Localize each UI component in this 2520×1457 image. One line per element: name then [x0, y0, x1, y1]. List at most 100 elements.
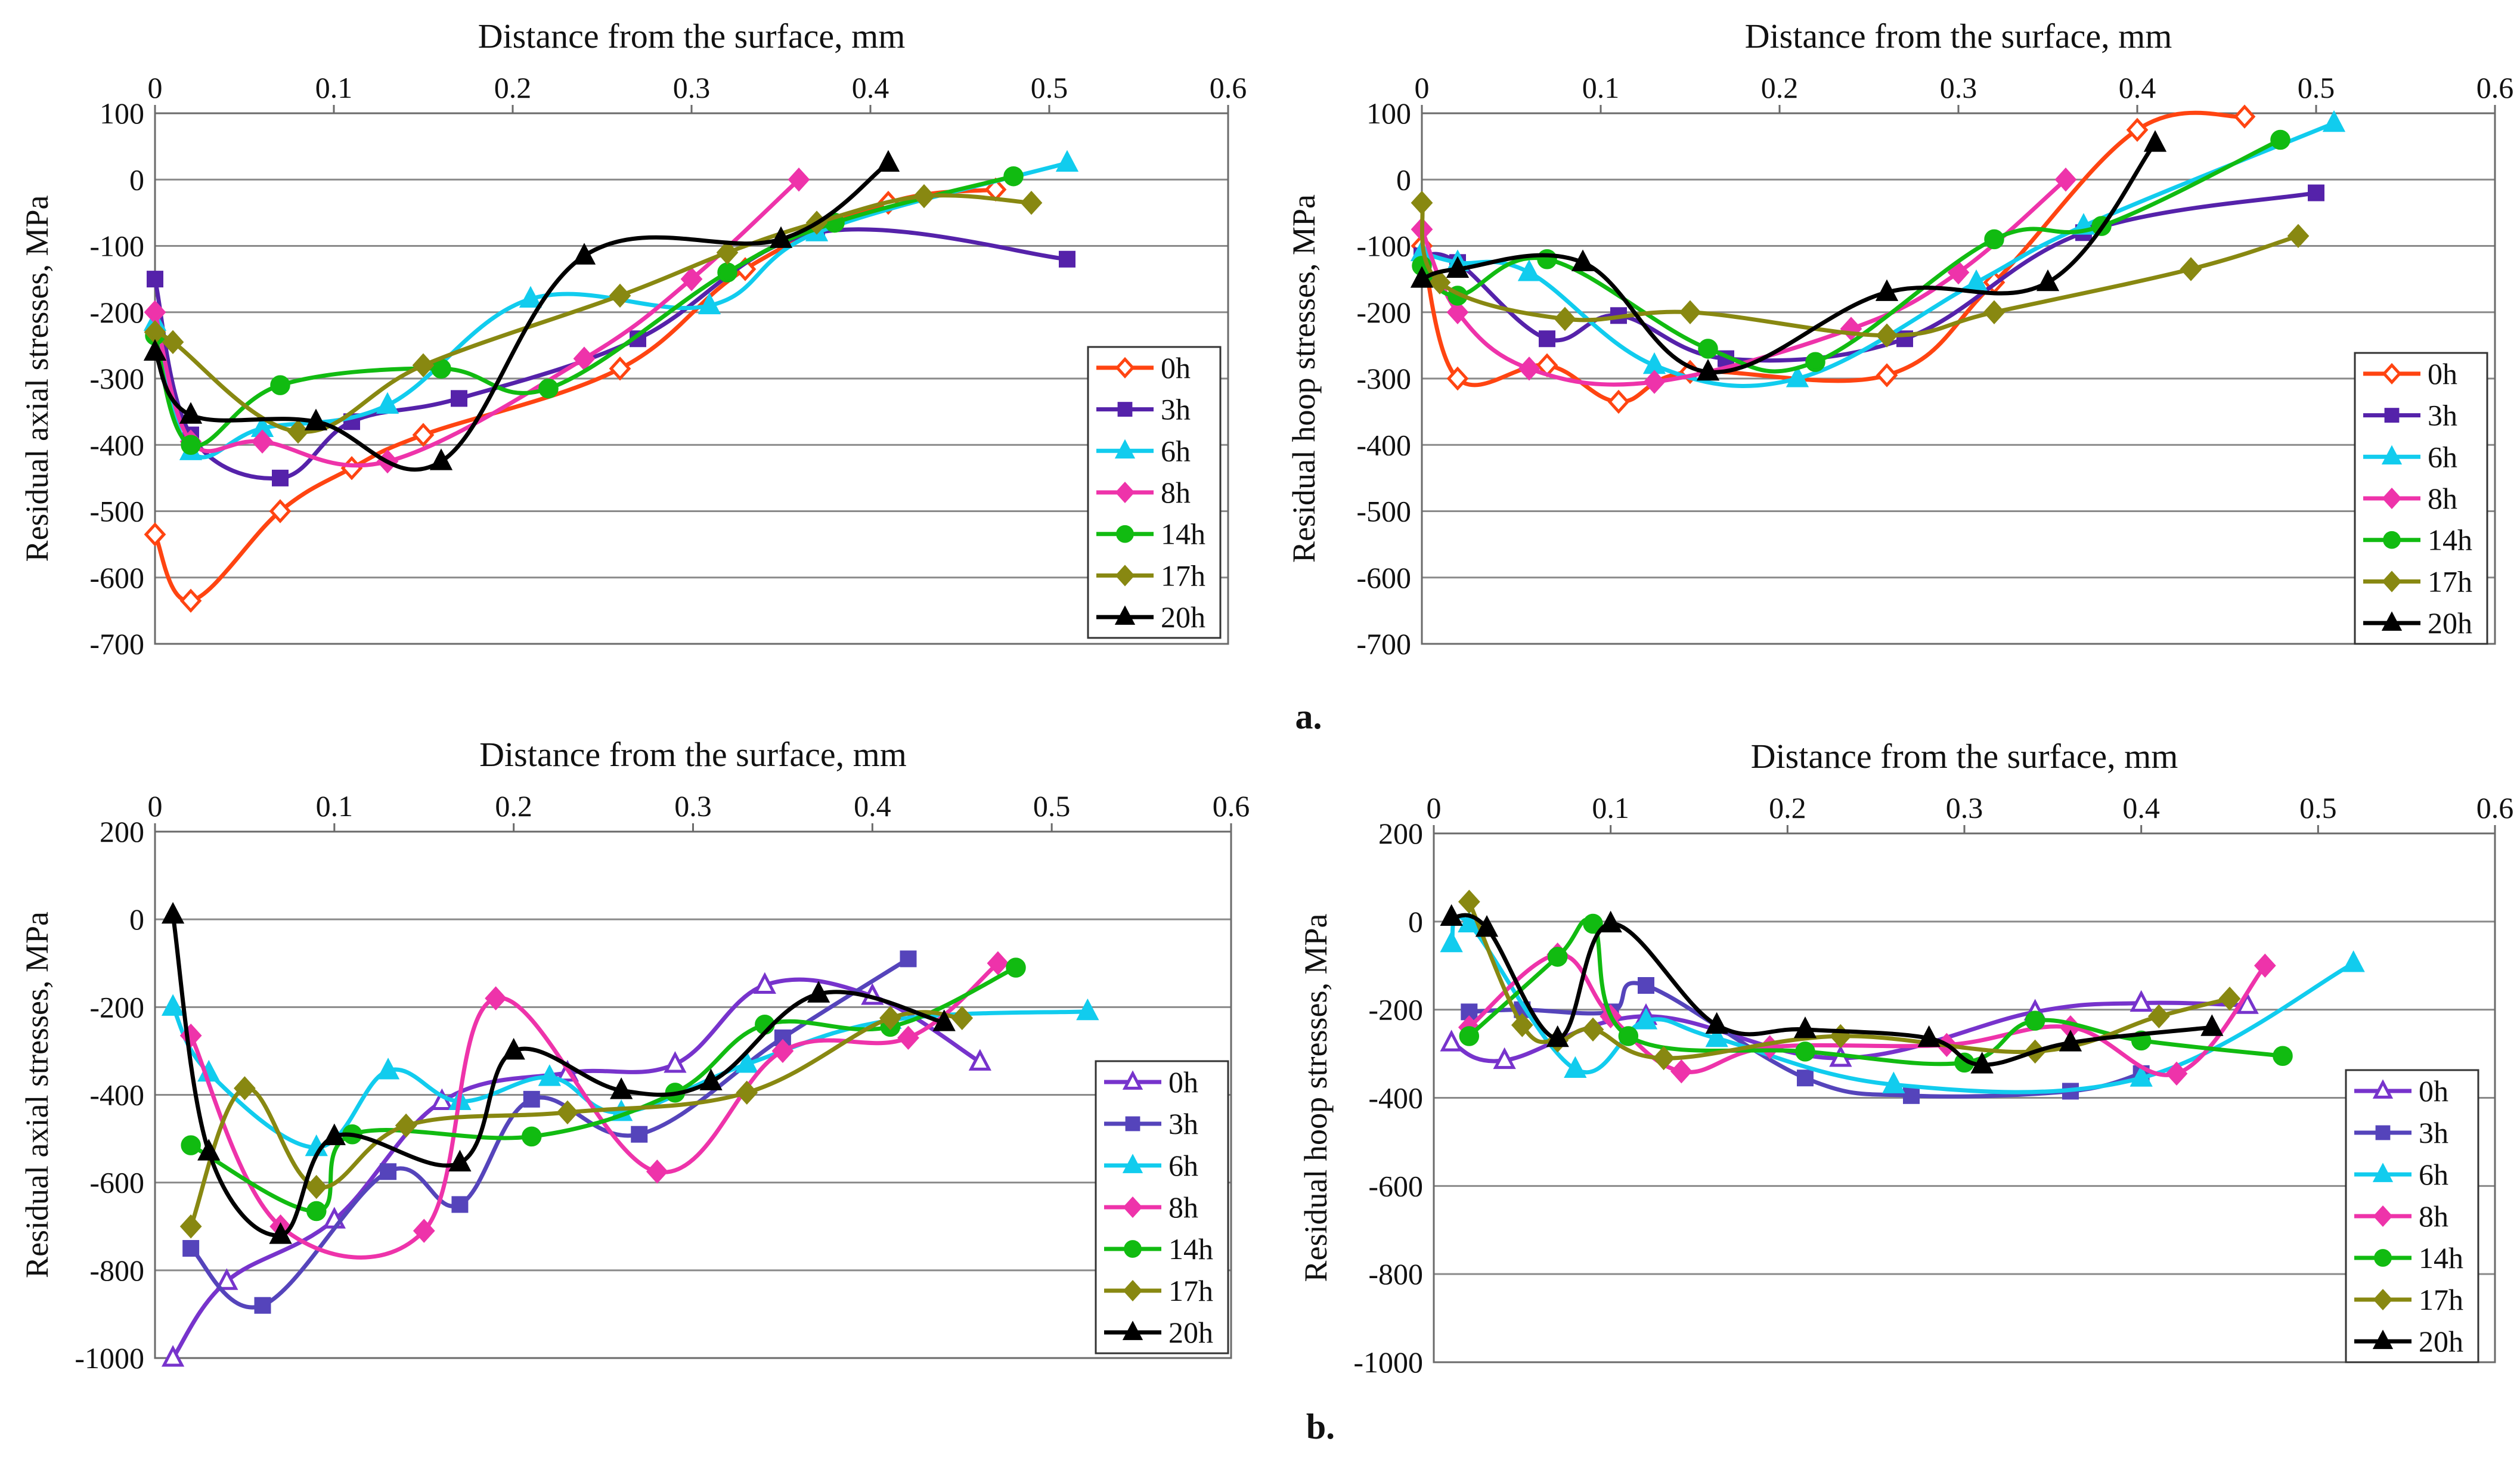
data-point [305, 1174, 328, 1199]
data-point [1055, 150, 1079, 172]
data-point [1947, 260, 1970, 285]
data-point [1539, 330, 1555, 348]
data-point [538, 1064, 561, 1086]
y-tick-label: -200 [89, 296, 144, 329]
legend-marker [1116, 525, 1134, 543]
data-point [2270, 129, 2290, 150]
data-point [2322, 110, 2346, 132]
series-8h [144, 168, 810, 474]
x-tick-label: 0.2 [494, 71, 532, 104]
x-axis-title: Distance from the surface, mm [1751, 737, 2178, 776]
data-point [254, 1297, 271, 1314]
data-point [429, 448, 453, 470]
legend-label: 14h [1161, 517, 1205, 551]
legend-marker [1123, 1196, 1143, 1219]
legend-label: 8h [2419, 1199, 2448, 1233]
series-14h [1459, 913, 2293, 1073]
y-tick-label: -800 [89, 1254, 144, 1287]
series-line [1449, 913, 2214, 1067]
series-3h [182, 950, 917, 1314]
data-point [1805, 352, 1825, 372]
data-point [900, 950, 917, 968]
series-line [188, 1010, 965, 1229]
x-tick-label: 0.5 [2298, 71, 2335, 104]
data-point [2147, 1004, 2170, 1028]
data-point [572, 243, 596, 265]
legend-label: 17h [1168, 1274, 1213, 1307]
legend-label: 3h [1161, 393, 1191, 426]
data-point [753, 972, 776, 994]
x-tick-label: 0.4 [2122, 791, 2160, 824]
data-point [664, 1051, 687, 1073]
x-tick-label: 0.1 [316, 789, 354, 823]
data-point [788, 168, 810, 192]
legend-label: 6h [2419, 1158, 2448, 1191]
legend-label: 0h [2428, 357, 2457, 390]
data-point [1458, 910, 1481, 933]
series-20h [143, 150, 900, 472]
data-point [1696, 359, 1720, 381]
series-line [188, 956, 910, 1310]
data-point [1059, 250, 1075, 268]
legend-label: 3h [2428, 399, 2457, 432]
y-tick-label: -400 [1368, 1081, 1423, 1115]
data-point [1411, 190, 1433, 215]
data-point [287, 419, 309, 444]
data-point [1020, 190, 1043, 215]
legend-marker [1117, 402, 1133, 417]
data-point [412, 423, 435, 447]
data-point [1006, 957, 1026, 978]
y-tick-label: -400 [89, 1078, 144, 1112]
legend-marker [2372, 1162, 2394, 1182]
y-tick-label: -300 [89, 362, 144, 395]
series-line [171, 977, 982, 1360]
data-point [270, 375, 290, 395]
x-tick-label: 0.4 [854, 789, 891, 823]
y-tick-label: -700 [1356, 627, 1411, 661]
y-tick-label: 0 [129, 163, 144, 196]
legend-marker [2381, 611, 2403, 631]
legend-label: 6h [2428, 440, 2457, 473]
data-point [161, 994, 185, 1016]
data-point [1983, 300, 2006, 324]
data-point [448, 1149, 472, 1172]
data-point [2126, 117, 2149, 142]
data-point [340, 455, 363, 480]
data-point [876, 150, 900, 172]
series-line [171, 913, 947, 1238]
data-point [215, 1268, 238, 1290]
data-point [1876, 323, 1898, 348]
y-axis-title: Residual axial stresses, MPa [19, 196, 55, 562]
data-point [395, 1113, 417, 1138]
series-8h [1411, 168, 2077, 394]
data-point [1564, 1056, 1587, 1078]
x-axis-title: Distance from the surface, mm [478, 17, 906, 55]
data-point [522, 1126, 542, 1147]
series-6h [1440, 910, 2365, 1095]
data-point [323, 1123, 346, 1145]
legend: 0h 3h 6h 8h 14h 17h 20h [2345, 1069, 2479, 1363]
x-tick-label: 0.2 [495, 789, 532, 823]
data-point [879, 1006, 901, 1030]
legend: 0h 3h 6h 8h 14h 17h 20h [1095, 1060, 1229, 1354]
series-14h [145, 166, 1024, 455]
data-point [380, 1163, 397, 1180]
legend-label: 17h [1161, 559, 1205, 592]
y-tick-label: -600 [89, 1166, 144, 1199]
legend-marker [2373, 1288, 2393, 1311]
y-tick-label: -200 [1368, 993, 1423, 1027]
data-point [556, 1100, 579, 1125]
data-point [2273, 1046, 2293, 1067]
y-tick-label: -600 [1356, 561, 1411, 594]
data-point [1518, 356, 1540, 381]
legend-marker [2381, 445, 2403, 465]
data-point [1984, 229, 2004, 250]
x-tick-label: 0.3 [1940, 71, 1977, 104]
data-point [161, 901, 185, 924]
x-axis-title: Distance from the surface, mm [1745, 17, 2172, 55]
y-tick-label: 200 [100, 815, 144, 848]
series-17h [1411, 190, 2310, 348]
data-point [1446, 366, 1469, 391]
series-17h [179, 1006, 974, 1239]
